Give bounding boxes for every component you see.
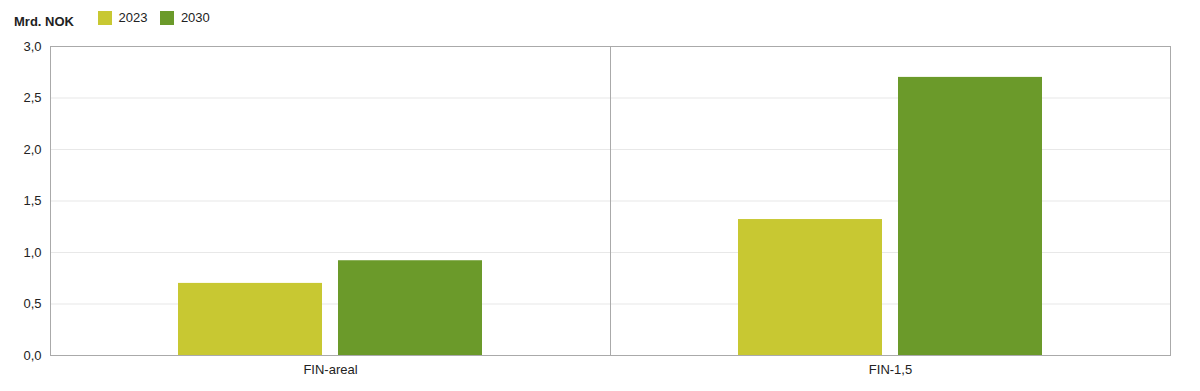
svg-text:0,5: 0,5 xyxy=(23,296,41,311)
svg-text:0,0: 0,0 xyxy=(23,348,41,363)
svg-text:FIN-1,5: FIN-1,5 xyxy=(869,362,912,377)
svg-text:1,0: 1,0 xyxy=(23,245,41,260)
svg-text:2,5: 2,5 xyxy=(23,90,41,105)
html-text:2023: 2023 xyxy=(118,10,148,26)
svg-text:3,0: 3,0 xyxy=(23,39,41,54)
html-text:Mrd. NOK: Mrd. NOK xyxy=(14,13,74,29)
svg-text:1,5: 1,5 xyxy=(23,193,41,208)
svg-text:FIN-areal: FIN-areal xyxy=(303,362,357,377)
svg-text:2,0: 2,0 xyxy=(23,142,41,157)
html-text:2030: 2030 xyxy=(180,10,210,26)
